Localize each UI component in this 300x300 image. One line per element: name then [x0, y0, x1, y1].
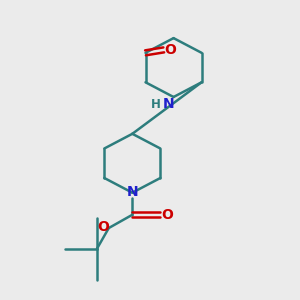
Text: H: H [151, 98, 161, 111]
Text: N: N [163, 97, 174, 111]
Text: O: O [97, 220, 109, 234]
Text: N: N [127, 185, 138, 199]
Text: O: O [161, 208, 173, 222]
Text: O: O [164, 43, 176, 57]
